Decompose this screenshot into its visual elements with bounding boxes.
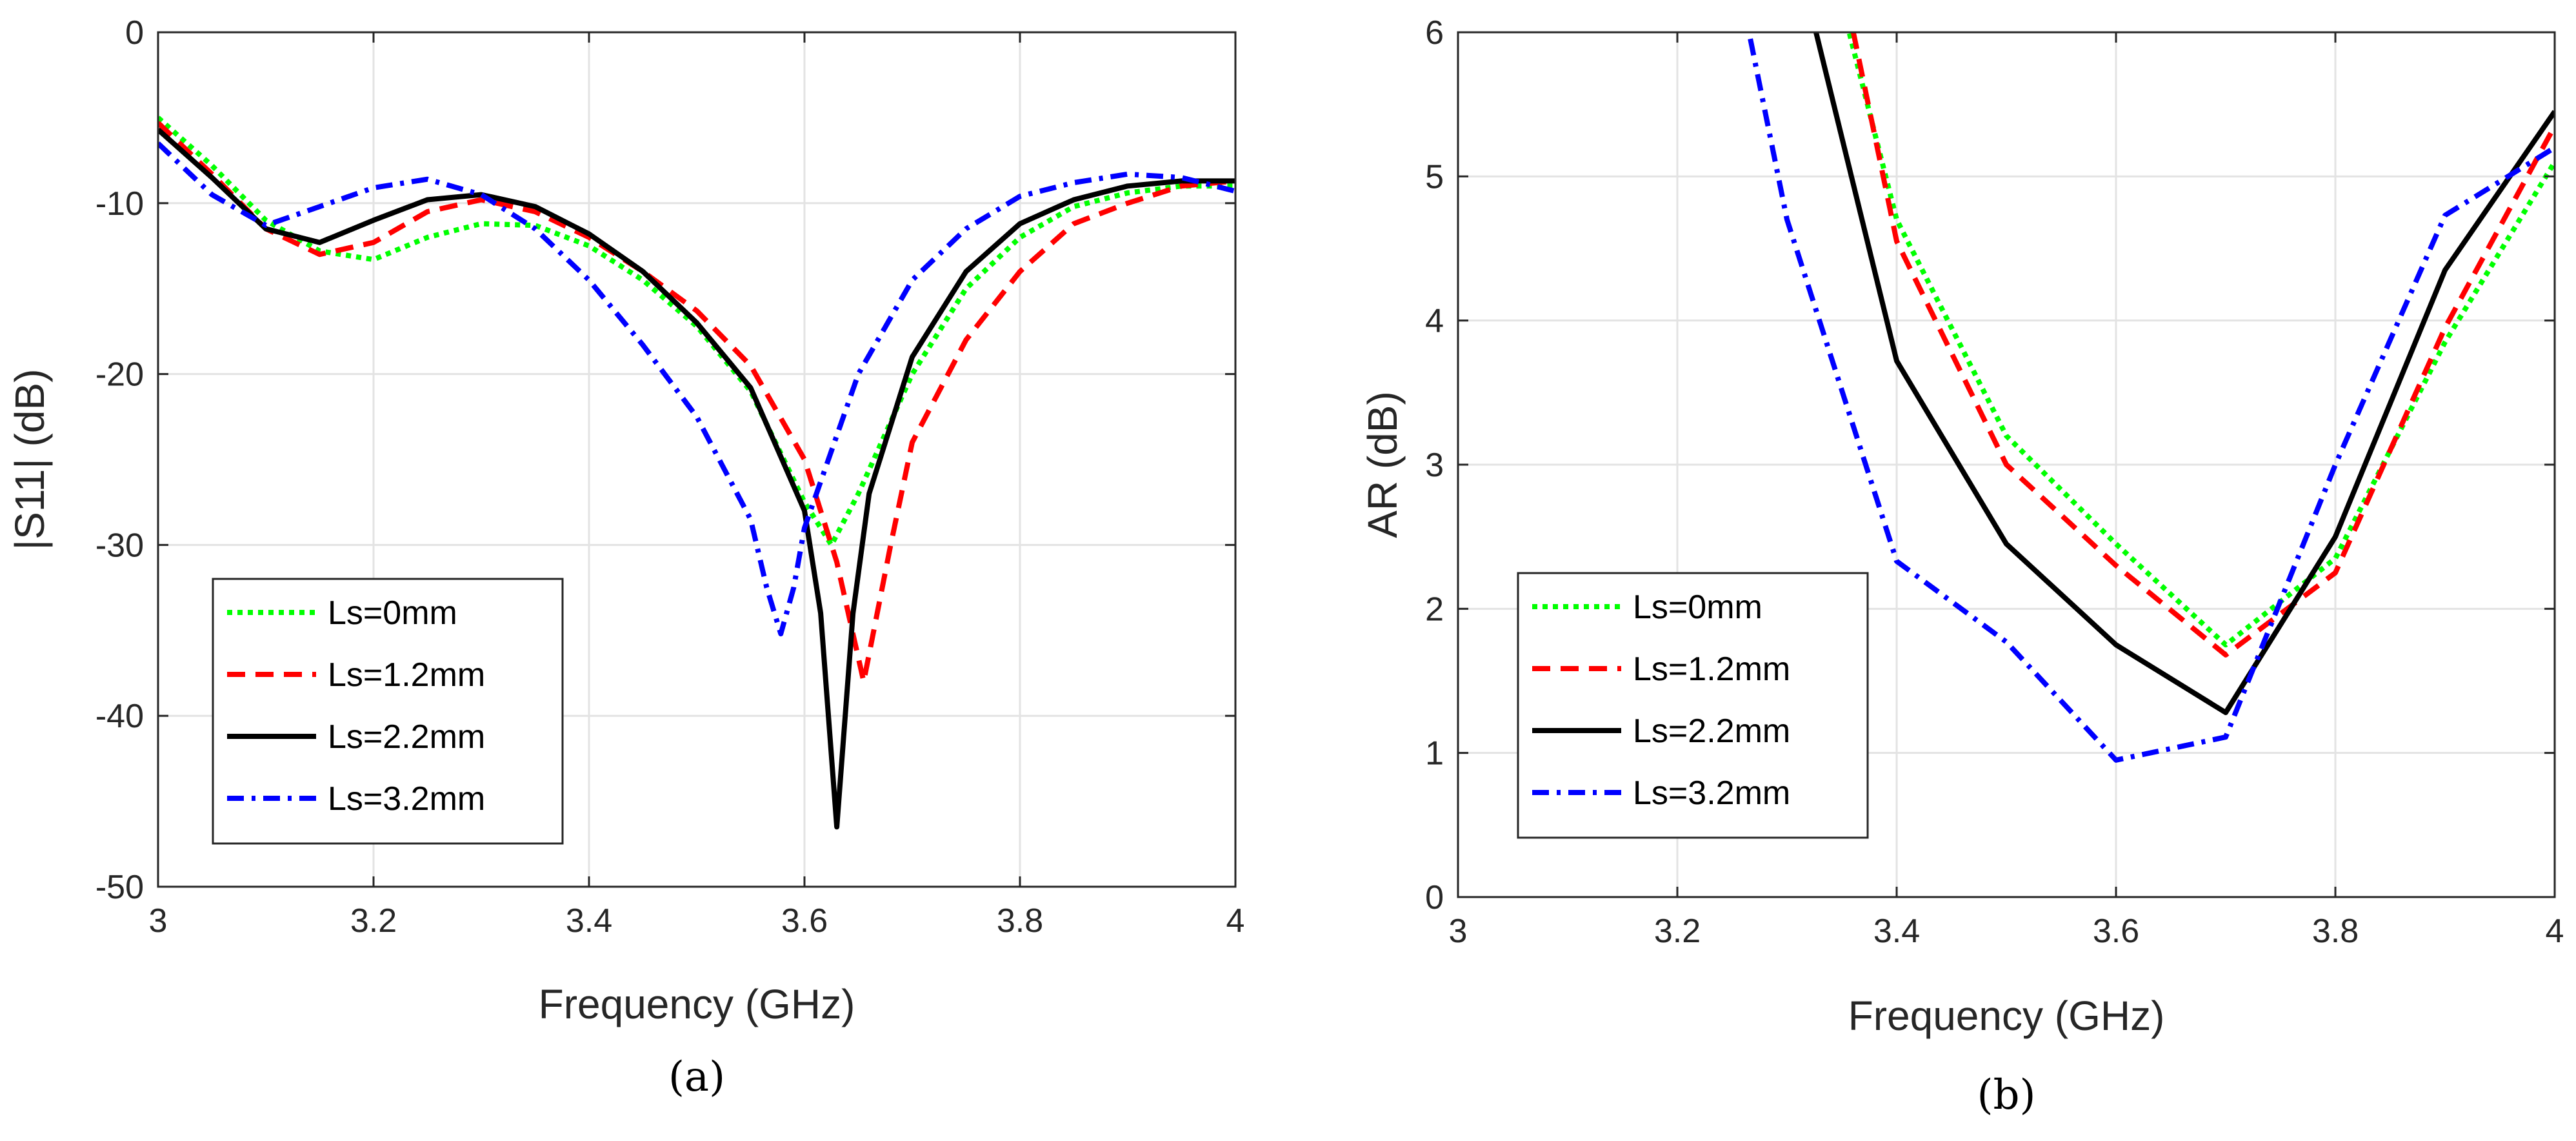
legend: Ls=0mm Ls=1.2mm Ls=2.2mm Ls=3.2mm [1517,572,1869,839]
y-tick-label: 5 [1425,158,1444,196]
series-line-ls-1-2mm [158,121,1235,685]
series-line-ls-0mm [158,116,1235,548]
axes-frame [157,31,1237,888]
panel-caption: (a) [668,1053,725,1101]
legend-entry: Ls=0mm [328,594,457,632]
y-axis-label: |S11| (dB) [6,369,53,550]
legend-entry: Ls=1.2mm [328,656,485,694]
y-axis-label: AR (dB) [1359,391,1406,538]
x-tick-label: 3.8 [2312,913,2359,950]
series-line-ls-2-2mm [158,127,1235,830]
y-tick-label: -50 [95,869,144,906]
x-tick-label: 3 [149,902,168,940]
legend-entry: Ls=2.2mm [328,718,485,756]
y-tick-label: -30 [95,527,144,564]
y-tick-label: -40 [95,698,144,735]
x-tick-label: 3.6 [781,902,828,940]
series-line-ls-3-2mm [158,141,1235,637]
chart-panel-b: 3 3.2 3.4 3.6 3.8 4 0 1 2 3 4 5 6 Frequency (GHz) AR (… [1359,14,2564,1119]
legend-entry: Ls=0mm [1633,589,1762,626]
x-tick-label: 3.2 [350,902,397,940]
legend-entry: Ls=3.2mm [328,780,485,818]
y-tick-label: -20 [95,356,144,394]
y-tick-label: 1 [1425,735,1444,772]
series-line-ls-0mm [1846,32,2555,648]
x-axis-label: Frequency (GHz) [1848,993,2165,1039]
y-tick-label: 0 [125,14,144,52]
x-tick-label: 3.2 [1654,913,1701,950]
x-tick-label: 3.6 [2093,913,2139,950]
series-group [1746,32,2555,763]
series-group [158,116,1235,830]
y-tick-label: 3 [1425,447,1444,484]
y-tick-label: 6 [1425,14,1444,52]
y-tick-label: 2 [1425,591,1444,628]
y-tick-label: 0 [1425,879,1444,916]
x-tick-label: 3.8 [997,902,1043,940]
x-tick-label: 3.4 [1873,913,1920,950]
x-tick-label: 3 [1449,913,1468,950]
legend-entry: Ls=2.2mm [1633,712,1790,750]
series-line-ls-3-2mm [1746,32,2555,763]
legend-entry: Ls=1.2mm [1633,651,1790,688]
series-line-ls-2-2mm [1813,32,2555,716]
legend: Ls=0mm Ls=1.2mm Ls=2.2mm Ls=3.2mm [212,578,564,845]
y-tick-label: 4 [1425,303,1444,340]
x-tick-label: 4 [1226,902,1245,940]
x-axis-label: Frequency (GHz) [539,981,855,1027]
chart-panel-a: 3 3.2 3.4 3.6 3.8 4 -50 -40 -30 -20 -10 0 Frequency … [6,14,1244,1101]
x-tick-label: 4 [2546,913,2564,950]
panel-caption: (b) [1977,1071,2036,1119]
legend-entry: Ls=3.2mm [1633,774,1790,812]
x-tick-label: 3.4 [566,902,612,940]
y-tick-label: -10 [95,185,144,223]
series-line-ls-1-2mm [1850,32,2555,658]
